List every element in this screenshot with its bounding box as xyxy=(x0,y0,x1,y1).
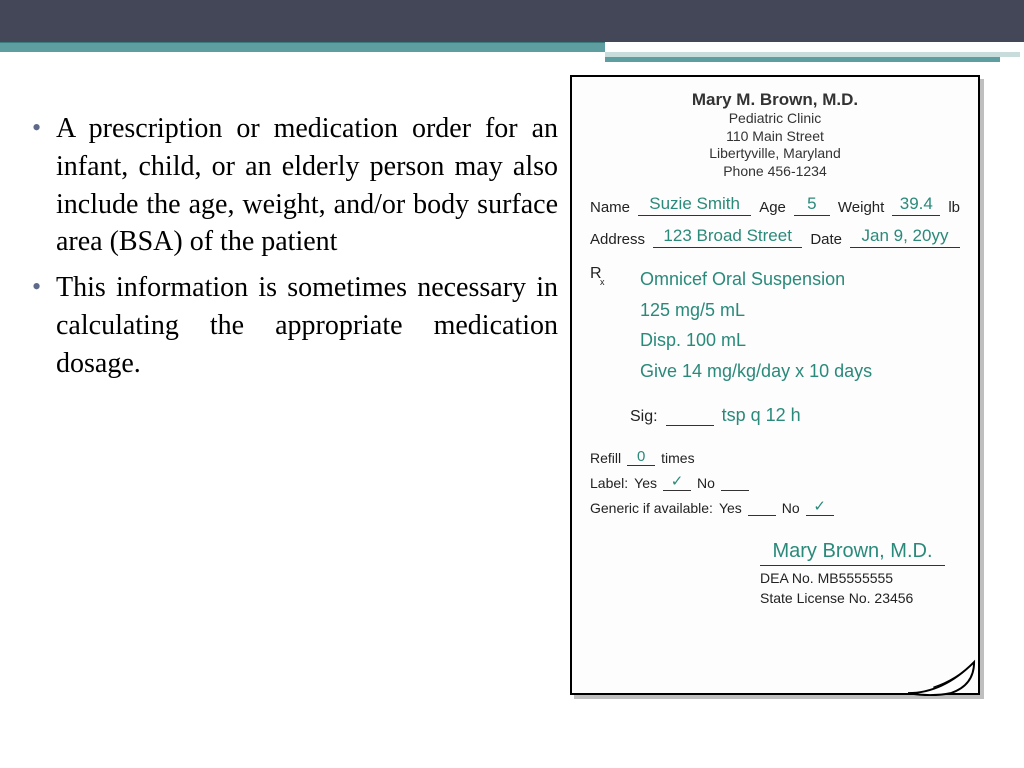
date-value: Jan 9, 20yy xyxy=(850,226,960,248)
rx-body: Rx Omnicef Oral Suspension 125 mg/5 mL D… xyxy=(590,264,960,386)
label-no: No xyxy=(697,475,715,491)
bullet-list: A prescription or medication order for a… xyxy=(28,110,558,391)
prescription-pad: Mary M. Brown, M.D. Pediatric Clinic 110… xyxy=(570,75,980,695)
rx-symbol-icon: Rx xyxy=(590,264,640,386)
license-line: State License No. 23456 xyxy=(760,590,960,606)
weight-value: 39.4 xyxy=(892,194,940,216)
name-label: Name xyxy=(590,199,630,216)
clinic-city: Libertyville, Maryland xyxy=(590,145,960,163)
patient-row-1: Name Suzie Smith Age 5 Weight 39.4 lb xyxy=(590,194,960,216)
age-label: Age xyxy=(759,199,786,216)
name-value: Suzie Smith xyxy=(638,194,751,216)
weight-label: Weight xyxy=(838,199,884,216)
date-label: Date xyxy=(810,231,842,248)
address-label: Address xyxy=(590,231,645,248)
bullet-item: This information is sometimes necessary … xyxy=(28,269,558,382)
label-no-check xyxy=(721,490,749,491)
clinic-street: 110 Main Street xyxy=(590,128,960,146)
signature-name: Mary Brown, M.D. xyxy=(760,540,945,566)
refill-row: Refill 0 times xyxy=(590,448,960,466)
sig-blank xyxy=(666,410,714,426)
dea-value: MB5555555 xyxy=(818,570,894,586)
signature-block: Mary Brown, M.D. DEA No. MB5555555 State… xyxy=(760,540,960,606)
generic-yes: Yes xyxy=(719,500,742,516)
age-value: 5 xyxy=(794,194,830,216)
sig-value: tsp q 12 h xyxy=(722,405,801,426)
decor-teal-bar xyxy=(0,42,605,52)
generic-no-check: ✓ xyxy=(806,497,834,516)
label-yes-check: ✓ xyxy=(663,472,691,491)
med-line: 125 mg/5 mL xyxy=(640,295,872,326)
generic-prefix: Generic if available: xyxy=(590,500,713,516)
rx-header: Mary M. Brown, M.D. Pediatric Clinic 110… xyxy=(590,89,960,180)
label-row: Label: Yes ✓ No xyxy=(590,472,960,491)
generic-row: Generic if available: Yes No ✓ xyxy=(590,497,960,516)
slide-root: A prescription or medication order for a… xyxy=(0,0,1024,768)
decor-teal-tail-dark xyxy=(605,57,1000,62)
generic-yes-check xyxy=(748,515,776,516)
bullet-item: A prescription or medication order for a… xyxy=(28,110,558,261)
label-yes: Yes xyxy=(634,475,657,491)
page-curl-icon xyxy=(904,629,982,697)
medication-lines: Omnicef Oral Suspension 125 mg/5 mL Disp… xyxy=(640,264,872,386)
refill-label: Refill xyxy=(590,450,621,466)
refill-suffix: times xyxy=(661,450,694,466)
dea-line: DEA No. MB5555555 xyxy=(760,570,960,586)
med-line: Disp. 100 mL xyxy=(640,325,872,356)
dea-label: DEA No. xyxy=(760,570,814,586)
sig-label: Sig: xyxy=(630,408,658,426)
address-value: 123 Broad Street xyxy=(653,226,802,248)
patient-row-2: Address 123 Broad Street Date Jan 9, 20y… xyxy=(590,226,960,248)
med-line: Omnicef Oral Suspension xyxy=(640,264,872,295)
license-label: State License No. xyxy=(760,590,871,606)
med-line: Give 14 mg/kg/day x 10 days xyxy=(640,356,872,387)
refill-value: 0 xyxy=(627,448,655,466)
license-value: 23456 xyxy=(874,590,913,606)
clinic-name: Pediatric Clinic xyxy=(590,110,960,128)
sig-row: Sig: tsp q 12 h xyxy=(630,405,960,426)
label-prefix: Label: xyxy=(590,475,628,491)
doctor-name: Mary M. Brown, M.D. xyxy=(590,89,960,110)
clinic-phone: Phone 456-1234 xyxy=(590,163,960,181)
generic-no: No xyxy=(782,500,800,516)
decor-topbar xyxy=(0,0,1024,42)
weight-unit: lb xyxy=(948,199,960,216)
